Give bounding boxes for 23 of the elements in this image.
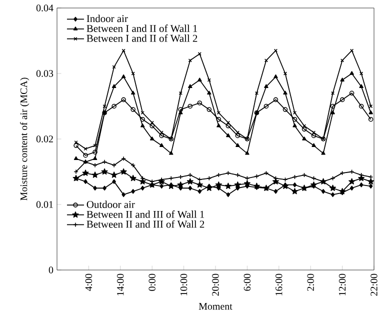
y-tick-label: 0.04 xyxy=(36,4,54,12)
legend-label: Between II and III of Wall 2 xyxy=(86,220,204,228)
y-tick-label: 0.03 xyxy=(36,70,54,77)
x-tick-label: 10:00 xyxy=(180,274,188,296)
legend-label: Indoor air xyxy=(86,14,128,22)
x-tick-label: 14:00 xyxy=(117,274,124,296)
legend-label: Between I and II of Wall 2 xyxy=(86,34,198,42)
y-axis-title: Moisture content of air (MCA) xyxy=(20,78,30,200)
x-tick-label: 6:00 xyxy=(244,274,251,291)
x-tick-label: 4:00 xyxy=(85,274,92,292)
legend-label: Between II and III of Wall 1 xyxy=(86,210,204,218)
x-tick-label: 22:00 xyxy=(370,274,378,296)
y-tick-label: 0.02 xyxy=(36,136,53,142)
x-tick-label: 16:00 xyxy=(276,274,282,296)
x-tick-label: 12:00 xyxy=(338,274,346,296)
x-tick-label: 2:00 xyxy=(307,274,314,291)
x-tick-label: 20:00 xyxy=(212,274,219,296)
y-tick-label: 0.01 xyxy=(36,201,53,208)
x-tick-label: 0:00 xyxy=(148,274,156,291)
legend-label: Between I and II of Wall 1 xyxy=(86,24,198,32)
x-axis-title: Moment xyxy=(198,303,232,310)
y-tick-label: 0 xyxy=(48,266,54,274)
legend-label: Outdoor air xyxy=(86,200,135,208)
